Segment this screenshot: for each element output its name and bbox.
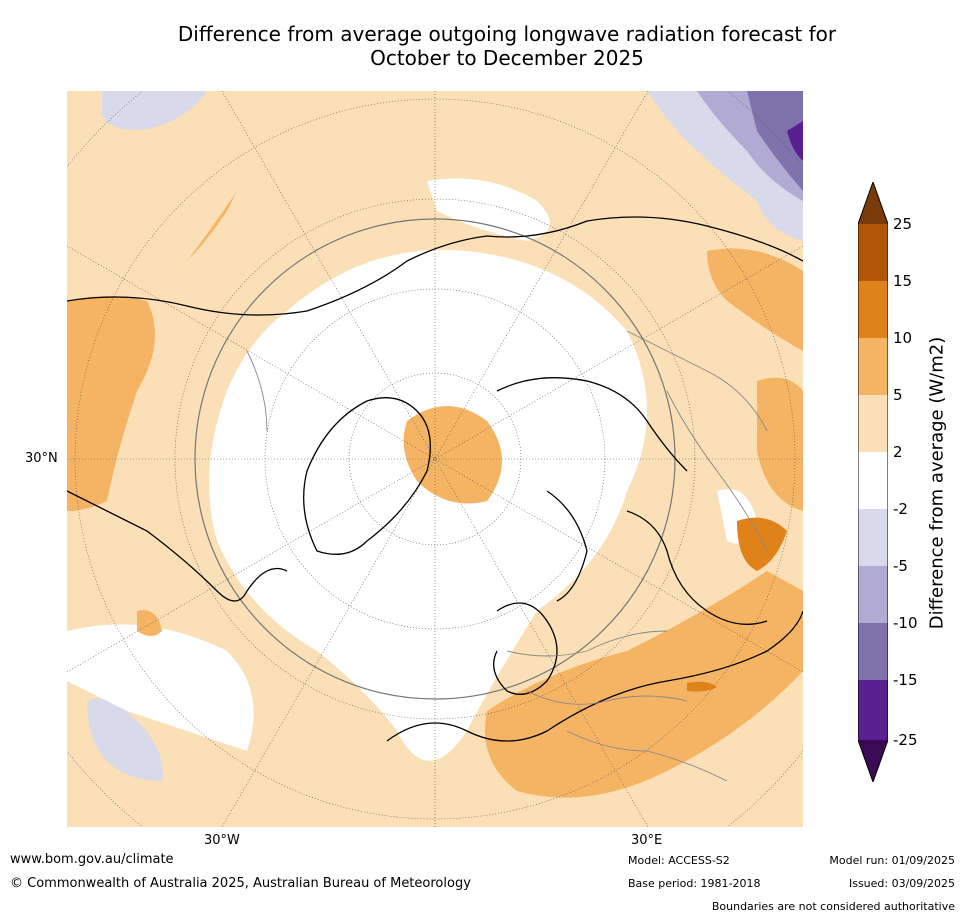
colorbar-tick: 25 [893,215,913,233]
colorbar-bin-neg5-neg2 [858,509,888,566]
anomaly-negative-2-sw [87,698,163,781]
country-boundaries [246,330,768,782]
colorbar-extend-max [858,182,888,224]
title-line-2: October to December 2025 [370,46,644,70]
colorbar-tick: -15 [893,671,918,689]
anomaly-negative-15 [787,121,803,161]
longitude-label-30e: 30°E [631,833,663,848]
anomaly-positive-5-pacific [137,610,162,636]
colorbar-tick: -5 [893,557,908,575]
colorbar-tick: 5 [893,386,903,404]
anomaly-negative-2-nw [102,91,207,130]
anomaly-positive-5-east [757,377,803,511]
colorbar [857,180,889,784]
colorbar-tick: 10 [893,329,913,347]
colorbar-tick: -25 [893,731,918,749]
anomaly-positive-10 [737,517,787,571]
footer-model-run: Model run: 01/09/2025 [829,854,955,867]
anomaly-negative-10 [747,91,803,191]
anomaly-near-zero-centre [209,249,647,761]
anomaly-positive-10-small [687,681,717,692]
footer-url[interactable]: www.bom.gov.au/climate [10,852,174,867]
colorbar-bin-10-15 [858,281,888,338]
latitude-label-30n: 30°N [25,451,58,466]
title-line-1: Difference from average outgoing longwav… [177,22,837,46]
footer-copyright: © Commonwealth of Australia 2025, Austra… [10,876,471,891]
graticule [67,91,803,827]
footer-base-period: Base period: 1981-2018 [628,877,761,890]
colorbar-extend-min [858,740,888,782]
colorbar-title: Difference from average (W/m2) [926,336,948,630]
anomaly-positive-5-west [67,296,155,511]
colorbar-bin-neg2-2 [858,452,888,509]
colorbar-bin-15-25 [858,224,888,281]
colorbar-tick: -2 [893,500,908,518]
footer-disclaimer: Boundaries are not considered authoritat… [711,900,955,913]
colorbar-canvas [857,180,889,784]
anomaly-positive-5-eurasia [485,571,803,798]
footer-model: Model: ACCESS-S2 [628,854,730,867]
anomaly-positive-5-ne [707,248,803,351]
map-canvas [67,91,803,827]
colorbar-bin-5-10 [858,338,888,395]
anomaly-near-zero-north [427,178,550,241]
colorbar-tick: -10 [893,614,918,632]
colorbar-tick: 2 [893,443,903,461]
footer-issued: Issued: 03/09/2025 [848,877,955,890]
anomaly-near-zero-west [67,624,254,751]
colorbar-tick: 15 [893,272,913,290]
map-title: Difference from average outgoing longwav… [0,22,965,70]
longitude-label-30w: 30°W [204,833,240,848]
polar-map [67,91,803,827]
colorbar-bin-2-5 [858,395,888,452]
coastlines [67,216,803,742]
colorbar-bin-neg25-neg15 [858,680,888,740]
colorbar-bin-neg15-neg10 [858,623,888,680]
colorbar-bin-neg10-neg5 [858,566,888,623]
